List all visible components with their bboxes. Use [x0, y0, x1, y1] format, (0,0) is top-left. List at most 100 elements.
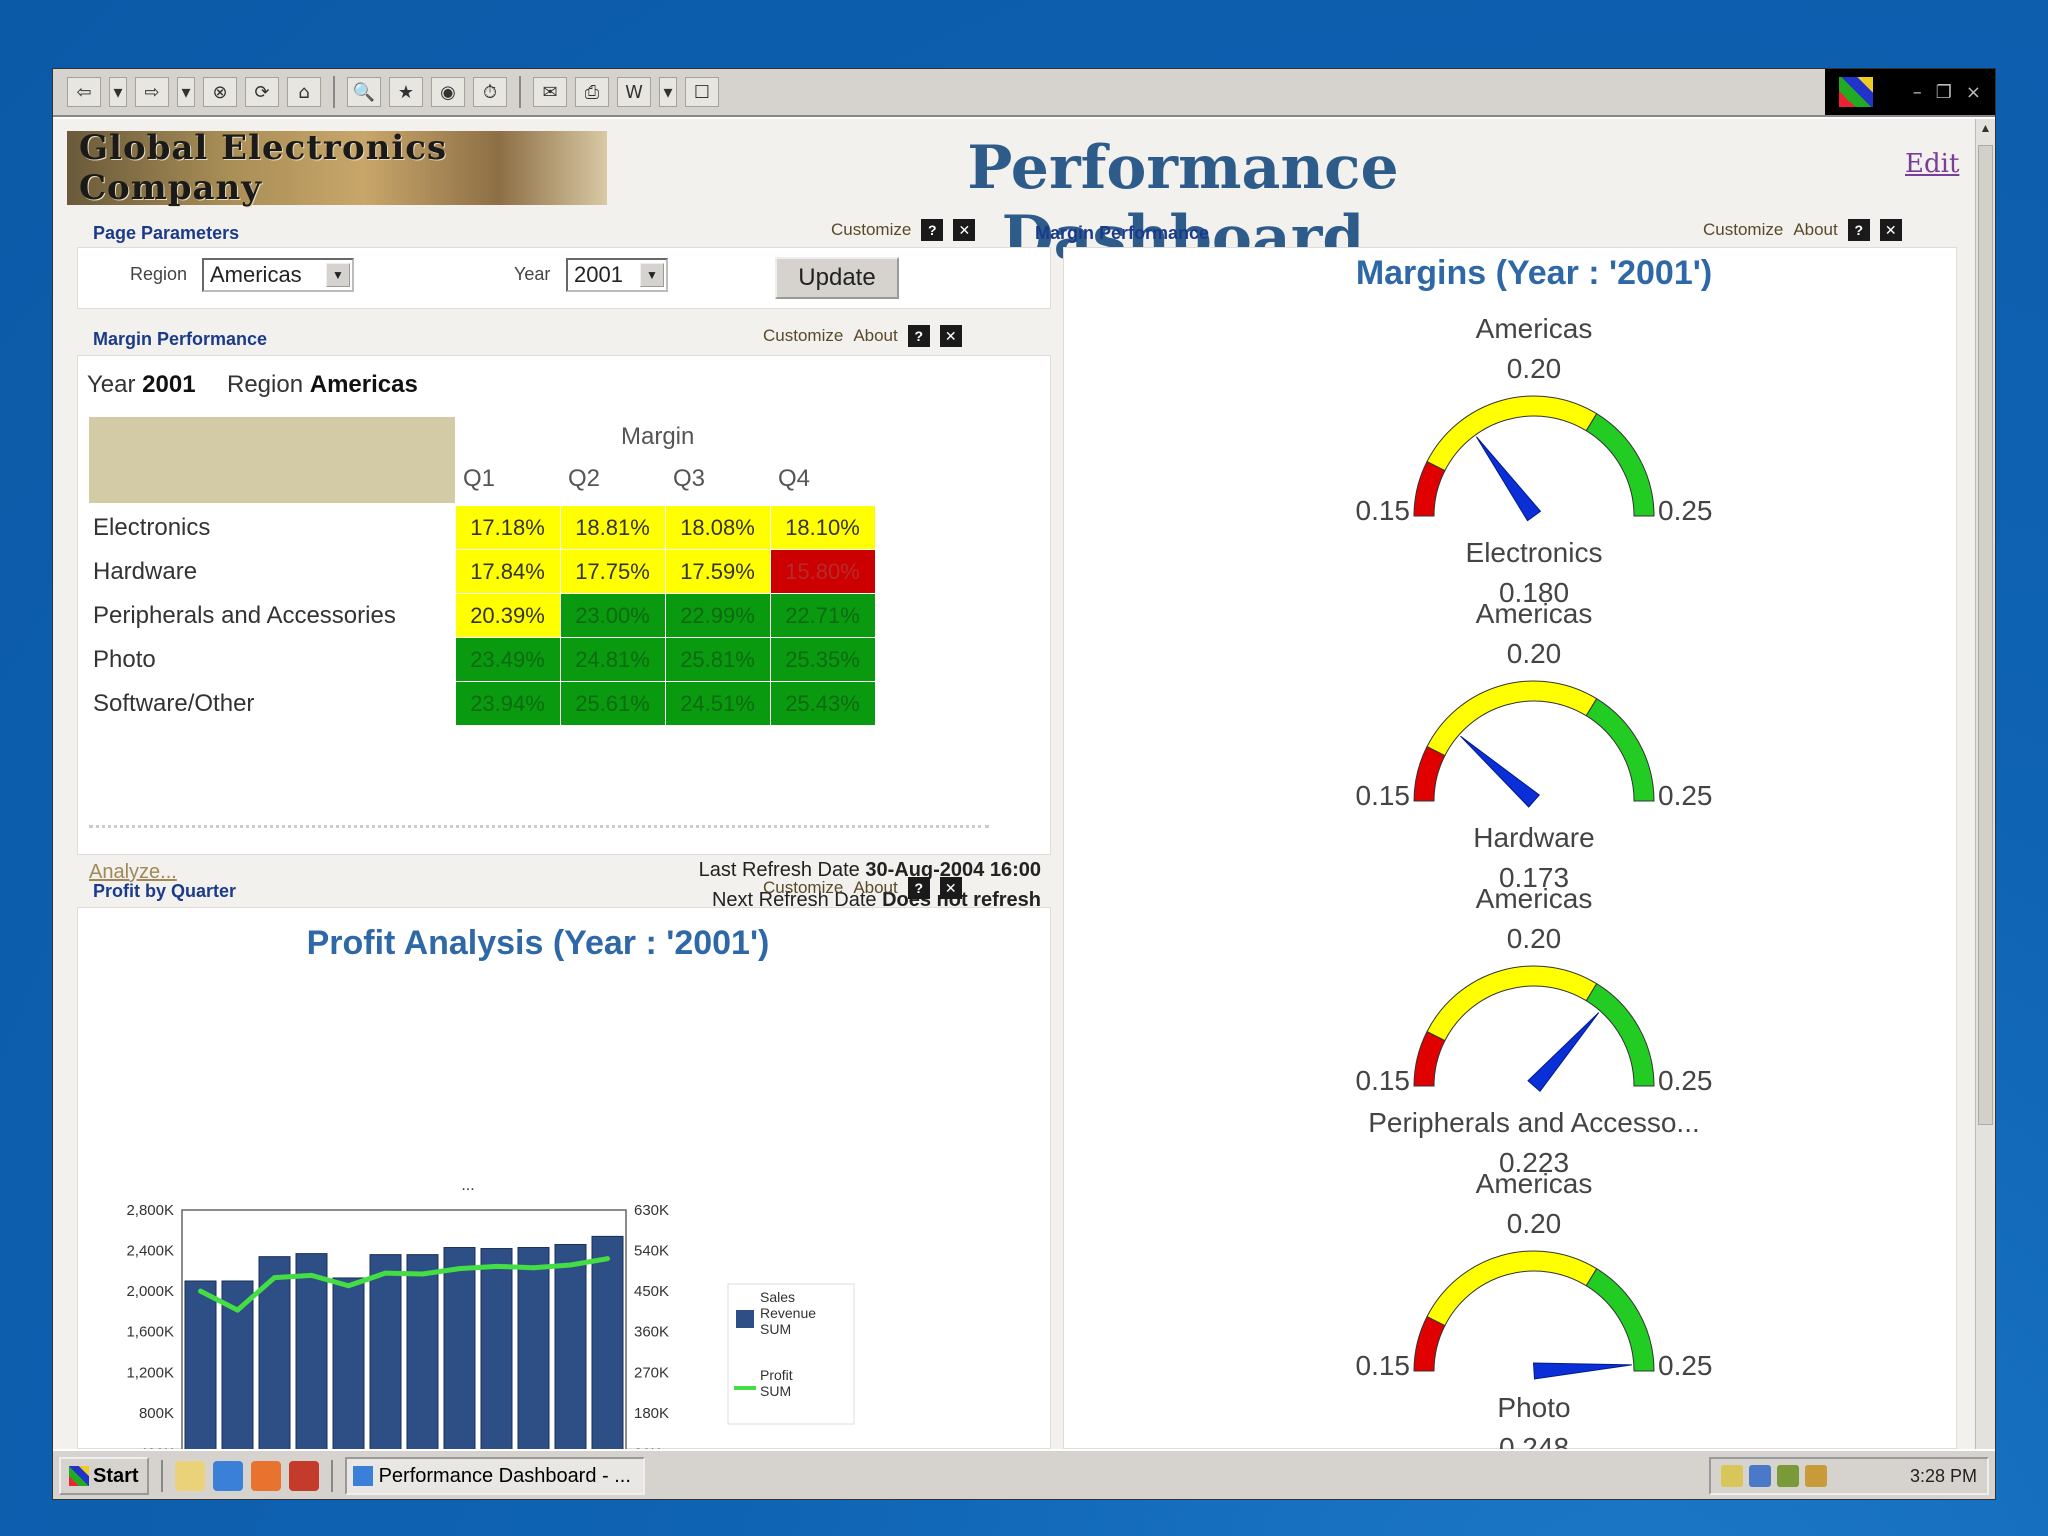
margin-cell[interactable]: 25.61% [559, 681, 666, 726]
margin-cell[interactable]: 17.84% [454, 549, 561, 594]
margin-cell[interactable]: 24.51% [664, 681, 771, 726]
minimize-icon[interactable]: – [1912, 81, 1922, 103]
home-icon[interactable]: ⌂ [287, 77, 321, 107]
margin-cell[interactable]: 23.49% [454, 637, 561, 682]
bar[interactable] [480, 1248, 513, 1495]
mail-icon[interactable]: ✉ [533, 77, 567, 107]
close-icon[interactable]: × [1965, 81, 1981, 103]
bar[interactable] [184, 1280, 217, 1495]
bar[interactable] [332, 1277, 365, 1495]
y-tick-right: 630K [634, 1202, 669, 1219]
forward-dropdown-icon[interactable]: ▾ [177, 77, 195, 107]
scroll-thumb[interactable] [1978, 145, 1993, 1125]
close-portlet-icon[interactable]: ✕ [939, 325, 962, 347]
profit-point[interactable] [420, 1271, 425, 1277]
profit-point[interactable] [198, 1288, 203, 1294]
history-icon[interactable]: ⏱ [473, 77, 507, 107]
favorites-icon[interactable]: ★ [389, 77, 423, 107]
margin-cell[interactable]: 24.81% [559, 637, 666, 682]
bar[interactable] [591, 1235, 624, 1495]
forward-icon[interactable]: ⇨ [135, 77, 169, 107]
vertical-scrollbar[interactable]: ▲ [1975, 119, 1995, 1449]
margin-cell[interactable]: 18.81% [559, 505, 666, 550]
close-portlet-icon[interactable]: ✕ [1879, 219, 1902, 241]
margin-cell[interactable]: 18.08% [664, 505, 771, 550]
restore-icon[interactable]: ❐ [1935, 81, 1952, 103]
help-icon[interactable]: ? [1847, 219, 1870, 241]
profit-point[interactable] [309, 1272, 314, 1278]
bar[interactable] [443, 1247, 476, 1495]
chevron-down-icon[interactable]: ▼ [640, 263, 664, 287]
discuss-icon[interactable]: ☐ [685, 77, 719, 107]
toolbar-separator [519, 76, 521, 108]
help-icon[interactable]: ? [907, 877, 930, 899]
firefox-icon[interactable] [250, 1461, 281, 1491]
media-player-icon[interactable] [288, 1461, 319, 1491]
bar[interactable] [295, 1253, 328, 1495]
profit-point[interactable] [272, 1275, 277, 1281]
close-portlet-icon[interactable]: ✕ [939, 877, 962, 899]
margin-cell[interactable]: 23.94% [454, 681, 561, 726]
search-icon[interactable]: 🔍 [347, 77, 381, 107]
edit-link[interactable]: Edit [1905, 149, 1960, 179]
analyze-link[interactable]: Analyze... [89, 861, 177, 883]
media-icon[interactable]: ◉ [431, 77, 465, 107]
stop-icon[interactable]: ⊗ [203, 77, 237, 107]
margin-cell[interactable]: 25.35% [769, 637, 876, 682]
customize-link[interactable]: Customize [1703, 220, 1784, 239]
task-item-dashboard[interactable]: Performance Dashboard - ... [344, 1457, 645, 1495]
margin-cell[interactable]: 25.81% [664, 637, 771, 682]
margin-cell[interactable]: 17.75% [559, 549, 666, 594]
close-portlet-icon[interactable]: ✕ [953, 219, 976, 241]
profit-point[interactable] [457, 1266, 462, 1272]
margin-cell[interactable]: 20.39% [454, 593, 561, 638]
about-link[interactable]: About [853, 326, 898, 345]
margin-cell[interactable]: 15.80% [769, 549, 876, 594]
profit-point[interactable] [346, 1283, 351, 1289]
bar[interactable] [554, 1243, 587, 1495]
table-row: Software/Other 23.94% 25.61% 24.51% 25.43% [89, 681, 876, 726]
update-button[interactable]: Update [775, 257, 899, 299]
about-link[interactable]: About [853, 878, 898, 897]
start-button[interactable]: Start [59, 1457, 149, 1495]
refresh-icon[interactable]: ⟳ [245, 77, 279, 107]
customize-link[interactable]: Customize [831, 220, 912, 239]
messenger-icon[interactable] [1805, 1465, 1827, 1487]
show-desktop-icon[interactable] [174, 1461, 205, 1491]
divider [89, 825, 989, 828]
scroll-up-icon[interactable]: ▲ [1979, 121, 1992, 135]
margin-cell[interactable]: 22.71% [769, 593, 876, 638]
profit-point[interactable] [605, 1256, 610, 1262]
customize-link[interactable]: Customize [763, 878, 844, 897]
margin-cell[interactable]: 18.10% [769, 505, 876, 550]
year-select[interactable]: 2001 ▼ [566, 258, 668, 292]
bar[interactable] [406, 1254, 439, 1495]
margin-cell[interactable]: 22.99% [664, 593, 771, 638]
bar[interactable] [369, 1254, 402, 1495]
print-icon[interactable]: ⎙ [575, 77, 609, 107]
about-link[interactable]: About [1793, 220, 1838, 239]
bar[interactable] [517, 1247, 550, 1495]
chevron-down-icon[interactable]: ▼ [326, 263, 350, 287]
customize-link[interactable]: Customize [763, 326, 844, 345]
margin-cell[interactable]: 17.59% [664, 549, 771, 594]
word-dropdown-icon[interactable]: ▾ [659, 77, 677, 107]
word-icon[interactable]: W [617, 77, 651, 107]
back-dropdown-icon[interactable]: ▾ [109, 77, 127, 107]
region-select[interactable]: Americas ▼ [202, 258, 354, 292]
margin-cell[interactable]: 25.43% [769, 681, 876, 726]
margin-cell[interactable]: 23.00% [559, 593, 666, 638]
help-icon[interactable]: ? [921, 219, 944, 241]
volume-icon[interactable] [1721, 1465, 1743, 1487]
profit-point[interactable] [383, 1270, 388, 1276]
profit-point[interactable] [494, 1263, 499, 1269]
help-icon[interactable]: ? [907, 325, 930, 347]
back-icon[interactable]: ⇦ [67, 77, 101, 107]
profit-point[interactable] [235, 1307, 240, 1313]
profit-point[interactable] [531, 1265, 536, 1271]
margin-cell[interactable]: 17.18% [454, 505, 561, 550]
antivirus-icon[interactable] [1777, 1465, 1799, 1487]
network-icon[interactable] [1749, 1465, 1771, 1487]
profit-point[interactable] [568, 1262, 573, 1268]
internet-explorer-icon[interactable] [212, 1461, 243, 1491]
